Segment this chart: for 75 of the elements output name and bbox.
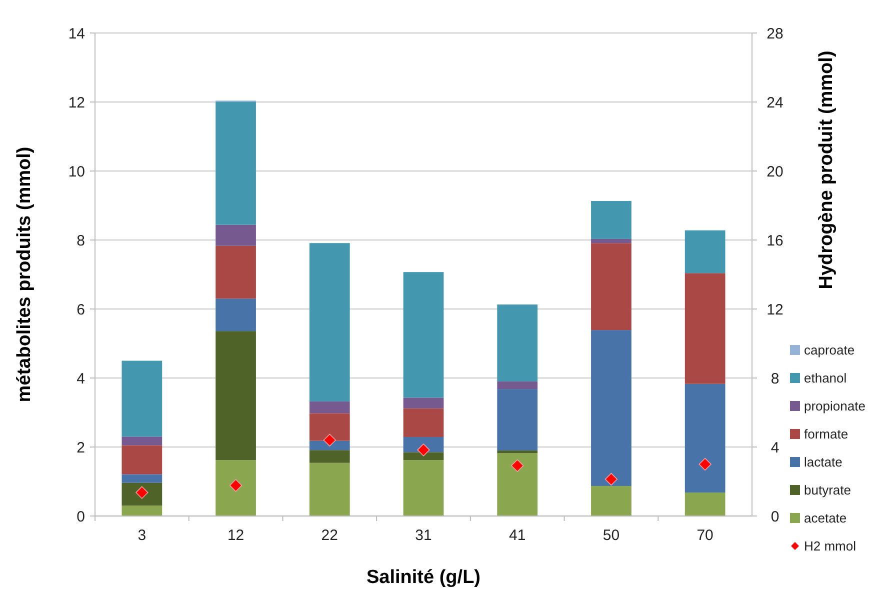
y-tick-label: 12 (68, 94, 85, 112)
x-tick-label: 3 (138, 527, 146, 544)
bar (403, 460, 444, 516)
bar (122, 506, 162, 516)
y-tick-label: 10 (68, 163, 85, 180)
bar (309, 401, 350, 414)
bar (122, 474, 162, 483)
y2-tick-label: 24 (766, 94, 784, 112)
x-tick-label: 22 (321, 527, 338, 544)
legend-label: acetate (804, 510, 847, 526)
bar (684, 230, 726, 274)
bar (403, 408, 444, 437)
y-tick-label: 6 (76, 301, 85, 318)
point (698, 458, 712, 471)
bar (309, 450, 350, 463)
bar (591, 238, 632, 244)
x-tick-label: 70 (696, 527, 714, 544)
y2-tick-label: 4 (770, 439, 780, 456)
bar (216, 298, 256, 332)
bar (216, 331, 256, 460)
y2-tick-label: 12 (766, 301, 784, 318)
y2-tick-label: 0 (770, 508, 780, 526)
y2-axis-title: Hydrogène produit (mmol) (816, 50, 837, 290)
bar (497, 453, 538, 516)
point (511, 459, 524, 472)
legend-label: ethanol (804, 370, 847, 386)
x-tick-label: 50 (602, 527, 620, 544)
legend-label: butyrate (804, 482, 851, 498)
y2-tick-label: 16 (766, 232, 784, 250)
y2-tick-label: 8 (770, 370, 780, 388)
bar (309, 243, 350, 402)
bar (403, 398, 444, 408)
point (323, 434, 336, 446)
legend-label: caproate (804, 342, 855, 358)
y-axis-title: métabolites produits (mmol) (14, 146, 35, 402)
bar (122, 482, 162, 506)
y-tick-label: 4 (76, 370, 85, 388)
bar (216, 224, 256, 246)
bar (497, 389, 538, 450)
x-tick-label: 31 (415, 527, 432, 544)
y2-tick-label: 28 (766, 25, 784, 42)
bar (684, 273, 726, 384)
bar (216, 246, 256, 299)
bar (122, 445, 162, 474)
bar (497, 304, 538, 382)
y-tick-label: 2 (76, 439, 85, 456)
legend-label: lactate (804, 454, 842, 470)
legend-label: H2 mmol (804, 538, 856, 554)
bar (309, 413, 350, 441)
bar (591, 486, 632, 516)
bar (497, 450, 538, 454)
bar (216, 460, 256, 516)
x-tick-label: 41 (509, 527, 526, 544)
bar (591, 243, 632, 330)
bar (684, 492, 726, 516)
bar (122, 436, 162, 446)
y-tick-label: 8 (76, 232, 85, 250)
bar (684, 384, 726, 493)
point (229, 479, 242, 492)
y2-tick-label: 20 (766, 163, 784, 180)
bar (591, 201, 632, 239)
legend-label: formate (804, 426, 848, 442)
bar (497, 381, 538, 390)
bar (216, 102, 256, 225)
x-tick-label: 12 (227, 527, 244, 544)
bar (309, 462, 350, 516)
point (604, 472, 618, 486)
bar (403, 272, 444, 398)
y-tick-label: 14 (68, 25, 85, 42)
bar (403, 452, 444, 460)
bar (122, 360, 162, 437)
legend-label: propionate (804, 398, 866, 414)
x-axis-title: Salinité (g/L) (366, 567, 480, 588)
bar (591, 330, 632, 486)
y-tick-label: 0 (76, 508, 85, 526)
